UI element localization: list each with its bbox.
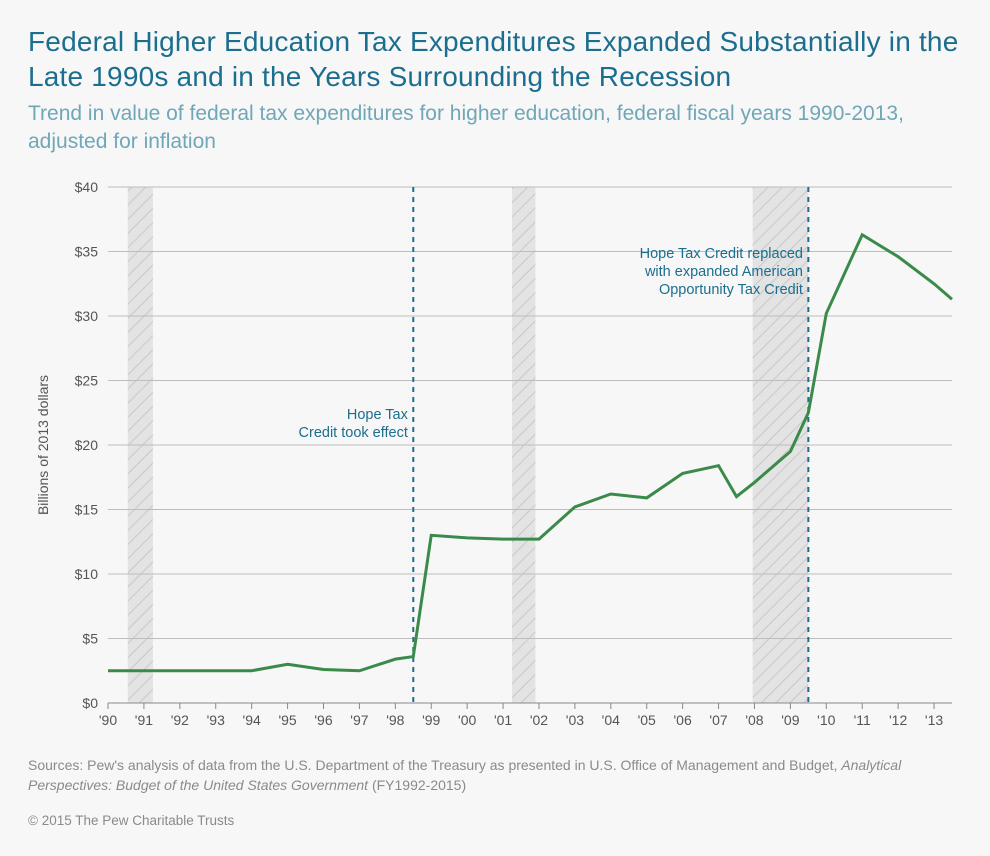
x-tick-label: '96: [314, 712, 332, 728]
annotation-text: Hope Tax: [347, 407, 409, 423]
x-tick-label: '01: [494, 712, 512, 728]
x-tick-label: '92: [171, 712, 189, 728]
x-tick-label: '07: [709, 712, 727, 728]
x-tick-label: '99: [422, 712, 440, 728]
y-tick-label: $30: [75, 308, 99, 324]
x-tick-label: '95: [278, 712, 296, 728]
chart-subtitle: Trend in value of federal tax expenditur…: [28, 100, 962, 157]
x-tick-label: '04: [602, 712, 620, 728]
y-tick-label: $0: [82, 695, 98, 711]
x-tick-label: '13: [925, 712, 943, 728]
annotation-text: with expanded American: [644, 264, 803, 280]
y-tick-label: $35: [75, 243, 99, 259]
x-tick-label: '98: [386, 712, 404, 728]
x-tick-label: '02: [530, 712, 548, 728]
y-tick-label: $20: [75, 437, 99, 453]
annotation-text: Opportunity Tax Credit: [659, 282, 803, 298]
x-tick-label: '91: [135, 712, 153, 728]
y-tick-label: $10: [75, 566, 99, 582]
x-tick-label: '03: [566, 712, 584, 728]
y-axis-title: Billions of 2013 dollars: [35, 375, 51, 515]
y-tick-label: $40: [75, 179, 99, 195]
annotation-text: Hope Tax Credit replaced: [640, 246, 803, 262]
y-tick-label: $15: [75, 501, 99, 517]
x-tick-label: '06: [674, 712, 692, 728]
x-tick-label: '05: [638, 712, 656, 728]
chart-container: $0 $5 $10 $15 $20 $25 $30 $35 $40 '90 '91 '92 '93 '94…: [28, 177, 962, 737]
x-tick-label: '12: [889, 712, 907, 728]
y-tick-label: $25: [75, 372, 99, 388]
x-tick-label: '08: [745, 712, 763, 728]
annotation-text: Credit took effect: [299, 425, 408, 441]
x-tick-label: '90: [99, 712, 117, 728]
x-tick-label: '94: [243, 712, 261, 728]
x-tick-label: '00: [458, 712, 476, 728]
x-tick-label: '10: [817, 712, 835, 728]
x-tick-label: '11: [854, 712, 871, 728]
x-tick-label: '97: [350, 712, 368, 728]
y-tick-label: $5: [82, 630, 98, 646]
copyright: © 2015 The Pew Charitable Trusts: [28, 813, 962, 828]
x-tick-label: '93: [207, 712, 225, 728]
sources-note: Sources: Pew's analysis of data from the…: [28, 755, 962, 796]
line-chart: $0 $5 $10 $15 $20 $25 $30 $35 $40 '90 '91 '92 '93 '94…: [28, 177, 962, 737]
x-tick-label: '09: [781, 712, 799, 728]
chart-title: Federal Higher Education Tax Expenditure…: [28, 24, 962, 94]
